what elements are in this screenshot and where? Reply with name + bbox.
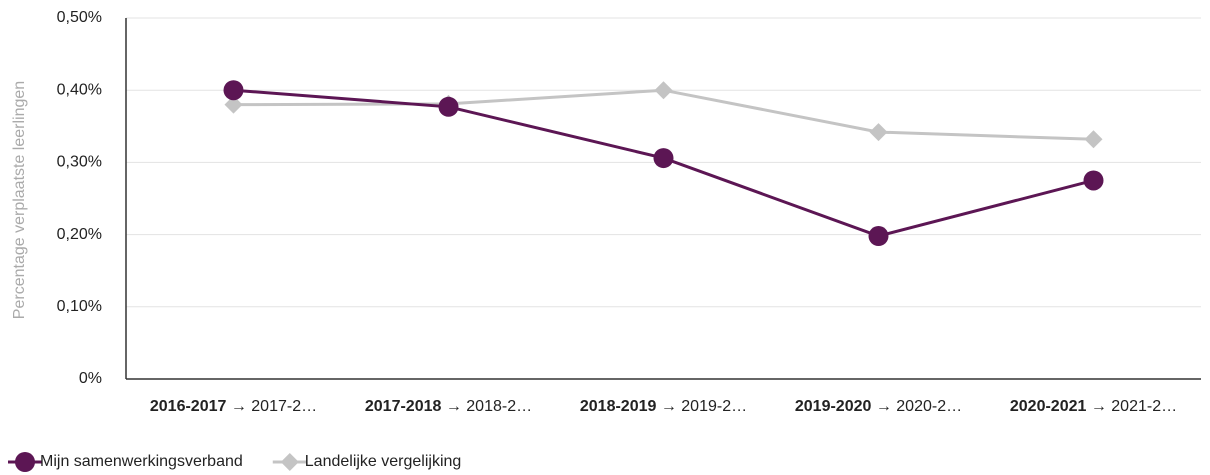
y-tick-label: 0% <box>79 370 102 387</box>
y-tick-label: 0,30% <box>57 154 102 171</box>
legend-marker <box>15 452 35 472</box>
legend-marker <box>280 453 299 471</box>
x-tick-label: 2020-2021 → 2021-2… <box>1010 398 1177 415</box>
data-point <box>653 148 674 169</box>
y-tick-label: 0,20% <box>57 226 102 243</box>
data-point <box>869 123 888 142</box>
data-point <box>1084 130 1103 149</box>
data-point <box>223 80 244 101</box>
data-point <box>1083 170 1104 191</box>
data-point <box>868 226 889 247</box>
x-tick-label: 2019-2020 → 2020-2… <box>795 398 962 415</box>
y-tick-label: 0,50% <box>57 9 102 26</box>
y-tick-label: 0,40% <box>57 81 102 98</box>
legend-label: Mijn samenwerkingsverband <box>40 453 243 470</box>
y-axis-label: Percentage verplaatste leerlingen <box>11 81 28 319</box>
data-point <box>224 95 243 114</box>
legend-label: Landelijke vergelijking <box>305 453 462 470</box>
data-point <box>654 81 673 100</box>
x-tick-label: 2018-2019 → 2019-2… <box>580 398 747 415</box>
data-point <box>438 96 459 117</box>
x-tick-label: 2016-2017 → 2017-2… <box>150 398 317 415</box>
y-tick-label: 0,10% <box>57 298 102 315</box>
x-tick-label: 2017-2018 → 2018-2… <box>365 398 532 415</box>
